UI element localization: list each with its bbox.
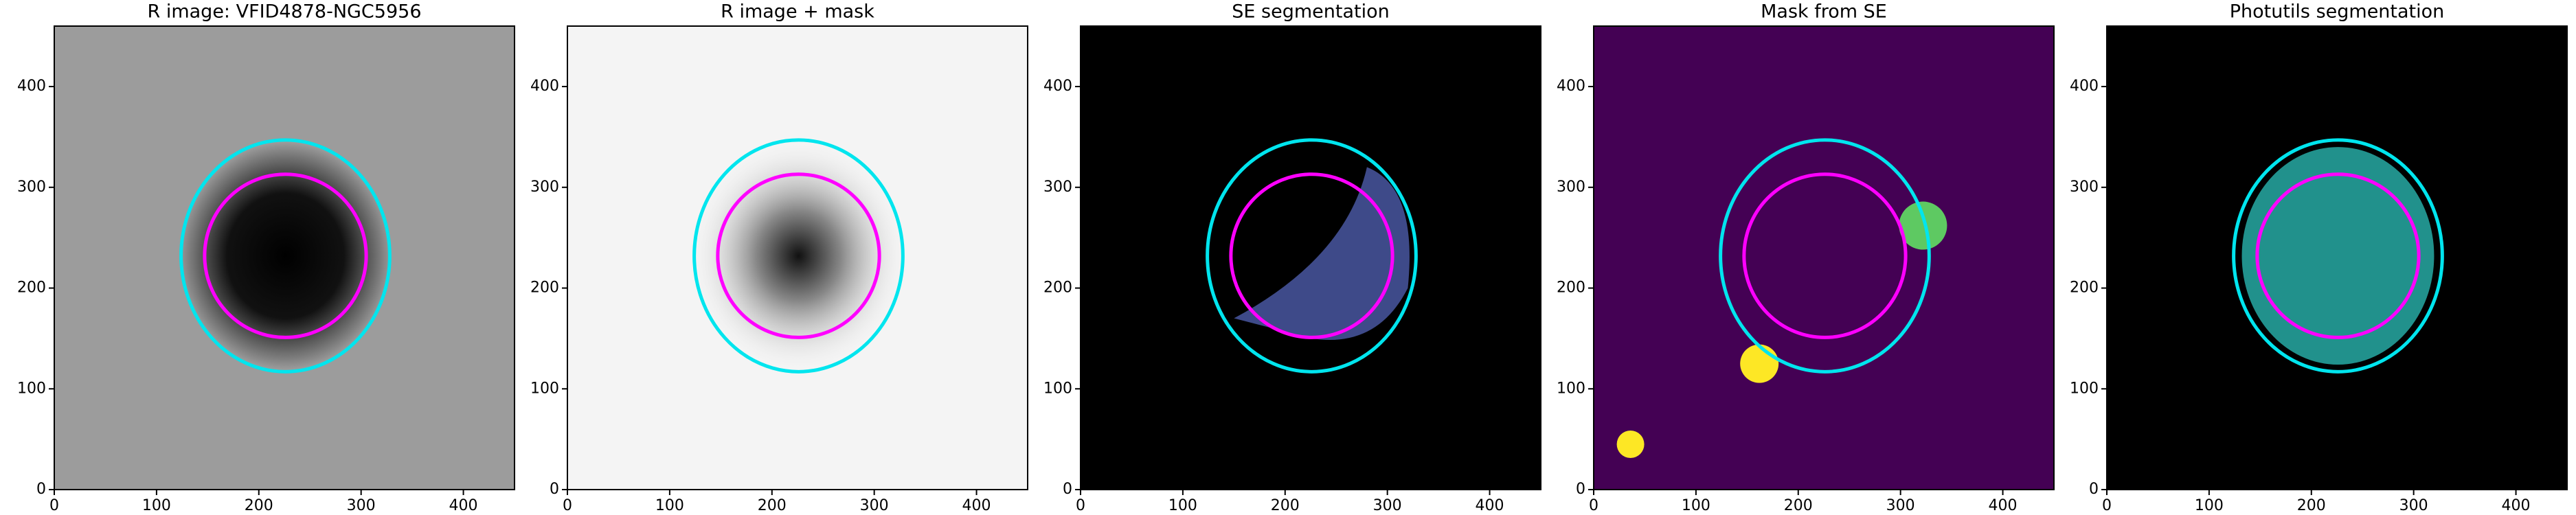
galaxy-glow (692, 141, 905, 370)
y-tick-label: 0 (1063, 481, 1072, 498)
y-tick-label: 400 (17, 78, 46, 95)
image (1594, 26, 2054, 490)
panel-title: SE segmentation (1232, 1, 1389, 23)
panel (1594, 26, 2054, 490)
x-tick-label: 0 (49, 497, 59, 514)
x-tick-label: 300 (1373, 497, 1402, 514)
segment-region (1234, 167, 1410, 340)
x-tick-label: 400 (2502, 497, 2531, 514)
panel (1081, 26, 1541, 490)
x-tick-label: 400 (1476, 497, 1504, 514)
aperture-ellipse (2255, 172, 2421, 339)
x-tick-label: 200 (245, 497, 273, 514)
panel-title: R image: VFID4878-NGC5956 (147, 1, 421, 23)
panel-title: Mask from SE (1761, 1, 1887, 23)
aperture-ellipse (716, 172, 881, 339)
aperture-ellipse (692, 138, 905, 374)
galaxy-glow (179, 141, 392, 370)
aperture-ellipse (2232, 138, 2444, 374)
x-tick-label: 0 (563, 497, 572, 514)
y-tick-label: 100 (17, 380, 46, 397)
y-tick-label: 100 (1557, 380, 1585, 397)
x-tick-label: 200 (2297, 497, 2326, 514)
y-tick-label: 200 (1557, 279, 1585, 297)
x-tick-label: 100 (142, 497, 171, 514)
mask-blob (1899, 201, 1947, 250)
panel (567, 26, 1028, 490)
y-tick-label: 100 (2070, 380, 2099, 397)
aperture-ellipse (179, 138, 392, 374)
x-tick-label: 400 (449, 497, 478, 514)
y-tick-label: 100 (1043, 380, 1072, 397)
panel (54, 26, 515, 490)
x-tick-label: 300 (860, 497, 889, 514)
x-tick-label: 300 (1886, 497, 1915, 514)
x-tick-label: 0 (1076, 497, 1085, 514)
mask-blob (1740, 344, 1779, 383)
y-tick-label: 200 (530, 279, 559, 297)
axes-frame (1593, 25, 2055, 490)
y-tick-label: 0 (36, 481, 46, 498)
x-tick-label: 200 (758, 497, 787, 514)
aperture-ellipse (1206, 138, 1418, 374)
aperture-ellipse (1742, 172, 1908, 339)
y-tick-label: 300 (2070, 179, 2099, 196)
axes-frame (54, 25, 515, 490)
y-tick-label: 400 (530, 78, 559, 95)
x-tick-label: 300 (347, 497, 376, 514)
x-tick-label: 100 (2195, 497, 2224, 514)
axes-frame (1080, 25, 1541, 490)
y-tick-label: 400 (1043, 78, 1072, 95)
x-tick-label: 200 (1784, 497, 1813, 514)
y-tick-label: 300 (1557, 179, 1585, 196)
y-tick-label: 400 (2070, 78, 2099, 95)
y-tick-label: 300 (17, 179, 46, 196)
axes-frame (2106, 25, 2568, 490)
panel-title: Photutils segmentation (2230, 1, 2445, 23)
y-tick-label: 300 (1043, 179, 1072, 196)
y-tick-label: 0 (550, 481, 559, 498)
aperture-ellipse (1719, 138, 1931, 374)
x-tick-label: 400 (1989, 497, 2018, 514)
y-tick-label: 200 (1043, 279, 1072, 297)
panel (2107, 26, 2567, 490)
aperture-ellipse (203, 172, 368, 339)
x-tick-label: 200 (1271, 497, 1300, 514)
image (1081, 26, 1541, 490)
x-tick-label: 100 (1682, 497, 1710, 514)
segment-region (2241, 147, 2434, 365)
x-tick-label: 100 (1168, 497, 1197, 514)
x-tick-label: 0 (2102, 497, 2112, 514)
y-tick-label: 100 (530, 380, 559, 397)
mask-blob (1616, 430, 1645, 458)
aperture-ellipse (1229, 172, 1394, 339)
x-tick-label: 300 (2399, 497, 2428, 514)
x-tick-label: 0 (1589, 497, 1598, 514)
y-tick-label: 300 (530, 179, 559, 196)
y-tick-label: 200 (17, 279, 46, 297)
y-tick-label: 400 (1557, 78, 1585, 95)
panel-title: R image + mask (721, 1, 874, 23)
y-tick-label: 0 (2089, 481, 2099, 498)
x-tick-label: 100 (655, 497, 684, 514)
y-tick-label: 0 (1576, 481, 1585, 498)
y-tick-label: 200 (2070, 279, 2099, 297)
axes-frame (567, 25, 1028, 490)
x-tick-label: 400 (962, 497, 991, 514)
